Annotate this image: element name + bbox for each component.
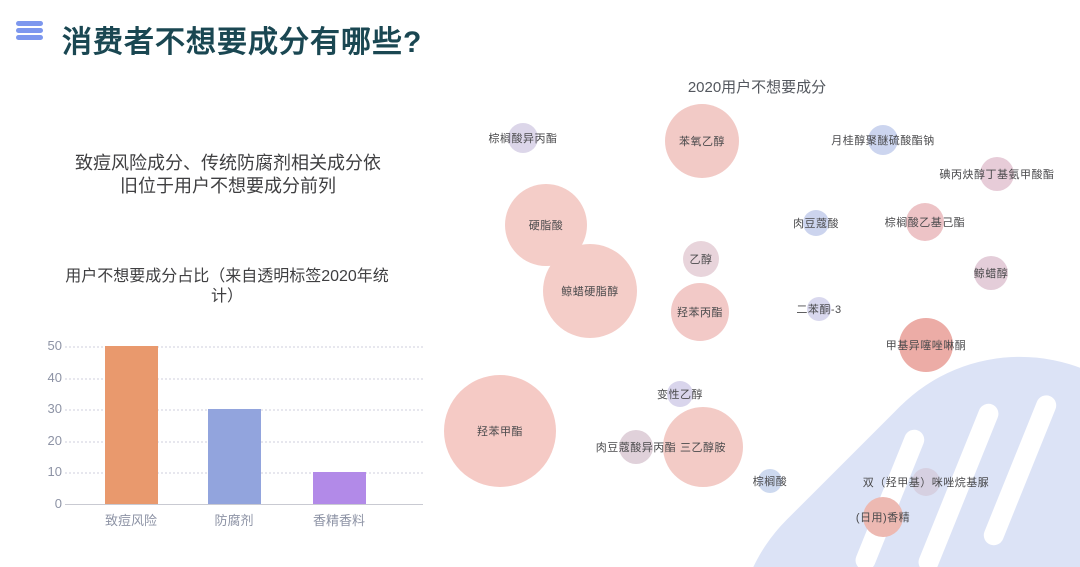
bubble-label: 月桂醇聚醚硫酸酯钠 bbox=[831, 135, 935, 147]
y-tick-label: 40 bbox=[47, 369, 62, 385]
bubble: 月桂醇聚醚硫酸酯钠 bbox=[831, 125, 934, 155]
bubble: 羟苯丙酯 bbox=[671, 283, 729, 341]
x-axis-line bbox=[65, 504, 423, 505]
bubble: 甲基异噻唑啉酮 bbox=[886, 318, 966, 372]
bubble-label: 甲基异噻唑啉酮 bbox=[885, 340, 967, 352]
menu-bar bbox=[16, 21, 43, 26]
bar-香精香料 bbox=[312, 472, 366, 504]
x-category-label: 致痘风险 bbox=[104, 513, 157, 528]
bubble-label: 羟苯甲酯 bbox=[477, 426, 523, 438]
x-category-label: 防腐剂 bbox=[214, 513, 254, 528]
headline: 致痘风险成分、传统防腐剂相关成分依旧位于用户不想要成分前列 bbox=[75, 153, 381, 197]
bubble: 肉豆蔻酸异丙酯 bbox=[596, 430, 676, 464]
bubble: (日用)香精 bbox=[856, 497, 910, 537]
bubble: 棕榈酸异丙酯 bbox=[489, 123, 557, 153]
menu-bar bbox=[16, 35, 43, 40]
bar-防腐剂 bbox=[207, 409, 261, 504]
hamburger-menu-icon[interactable] bbox=[16, 21, 43, 41]
bubble-chart-title: 2020用户不想要成分 bbox=[687, 79, 827, 96]
bubble-label: (日用)香精 bbox=[855, 512, 911, 524]
bubble: 鲸蜡醇 bbox=[974, 256, 1008, 290]
bubble-label: 鲸蜡醇 bbox=[973, 268, 1009, 280]
bubble-label: 变性乙醇 bbox=[657, 389, 703, 401]
bubble: 三乙醇胺 bbox=[663, 407, 743, 487]
bubble-label: 肉豆蔻酸 bbox=[793, 218, 839, 230]
bar-chart: 50 40 30 20 10 0 致痘风险 防腐剂 香精香料 bbox=[38, 336, 430, 548]
y-tick-label: 10 bbox=[47, 464, 62, 480]
page-title: 消费者不想要成分有哪些? bbox=[62, 26, 423, 59]
bar-chart-title: 用户不想要成分占比（来自透明标签2020年统计） bbox=[65, 268, 389, 305]
grid-line bbox=[65, 377, 423, 380]
bubble-label: 肉豆蔻酸异丙酯 bbox=[595, 442, 677, 454]
bubble: 鲸蜡硬脂醇 bbox=[543, 244, 637, 338]
bubble: 变性乙醇 bbox=[657, 381, 703, 407]
bubble-label: 硬脂酸 bbox=[528, 220, 564, 232]
bubble-label: 棕榈酸异丙酯 bbox=[488, 133, 558, 145]
bubble-label: 二苯酮-3 bbox=[796, 304, 842, 316]
bubble: 双（羟甲基）咪唑烷基脲 bbox=[863, 468, 989, 496]
bubble-label: 三乙醇胺 bbox=[680, 442, 726, 454]
menu-bar bbox=[16, 28, 43, 33]
bubble-label: 棕榈酸乙基己酯 bbox=[884, 217, 966, 229]
bubble-label: 双（羟甲基）咪唑烷基脲 bbox=[862, 477, 990, 489]
bubble-label: 碘丙炔醇丁基氨甲酸酯 bbox=[939, 169, 1055, 181]
bubble: 棕榈酸 bbox=[753, 469, 787, 493]
bubble-label: 棕榈酸 bbox=[752, 476, 788, 488]
bubble-label: 羟苯丙酯 bbox=[677, 307, 723, 319]
bubble-label: 鲸蜡硬脂醇 bbox=[561, 286, 619, 298]
bubble-label: 乙醇 bbox=[689, 254, 713, 266]
bubble: 棕榈酸乙基己酯 bbox=[885, 203, 965, 241]
bubble: 苯氧乙醇 bbox=[665, 104, 739, 178]
y-tick-label: 50 bbox=[47, 338, 62, 353]
y-tick-label: 30 bbox=[47, 401, 62, 417]
bar-致痘风险 bbox=[104, 346, 158, 504]
bubble: 肉豆蔻酸 bbox=[793, 210, 839, 236]
grid-line bbox=[65, 346, 423, 348]
y-tick-label: 20 bbox=[47, 432, 62, 448]
bubble: 乙醇 bbox=[683, 241, 719, 277]
y-tick-label: 0 bbox=[54, 496, 62, 511]
bubble-label: 苯氧乙醇 bbox=[679, 136, 725, 148]
bubble: 碘丙炔醇丁基氨甲酸酯 bbox=[940, 157, 1054, 191]
bubble: 二苯酮-3 bbox=[796, 297, 841, 321]
bubble: 羟苯甲酯 bbox=[444, 375, 556, 487]
x-category-label: 香精香料 bbox=[312, 513, 365, 528]
